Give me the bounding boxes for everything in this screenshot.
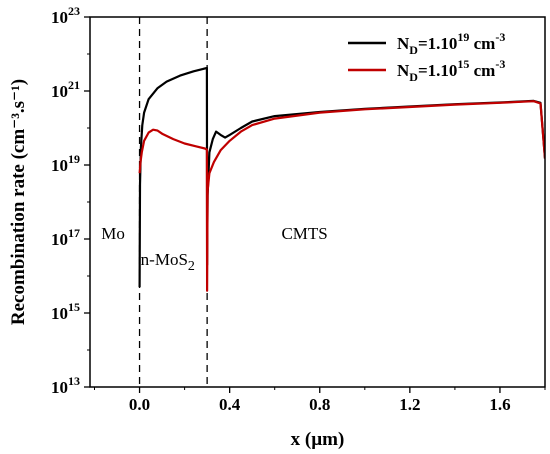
x-tick-label-0: 0.0: [129, 395, 150, 414]
axis-ticks: 0.0 0.4 0.8 1.2 1.6 1013 1015 1017 1019 1021 1023: [51, 4, 546, 414]
x-tick-label-4: 1.6: [489, 395, 510, 414]
x-tick-label-3: 1.2: [399, 395, 420, 414]
y-tick-label-2: 1017: [51, 226, 80, 249]
region-label-2: CMTS: [281, 224, 327, 243]
y-axis-title: Recombination rate (cm⁻³.s⁻¹): [8, 79, 29, 325]
y-tick-label-1: 1015: [51, 300, 80, 323]
legend: ND=1.1019 cm-3ND=1.1015 cm-3: [348, 30, 505, 84]
x-tick-label-1: 0.4: [219, 395, 241, 414]
region-label-1: n-MoS2: [141, 250, 195, 274]
y-tick-label-5: 1023: [51, 4, 80, 27]
series-lines: [138, 66, 545, 292]
series-line-0: [138, 66, 545, 288]
x-axis-title: x (µm): [291, 429, 345, 450]
x-tick-label-2: 0.8: [309, 395, 330, 414]
legend-label-0: ND=1.1019 cm-3: [397, 30, 505, 57]
region-label-0: Mo: [101, 224, 125, 243]
y-tick-label-4: 1021: [51, 78, 80, 101]
y-tick-label-3: 1019: [51, 152, 80, 175]
legend-label-1: ND=1.1015 cm-3: [397, 57, 505, 84]
region-labels: Mo n-MoS2 CMTS: [101, 224, 327, 274]
series-line-1: [138, 100, 545, 292]
y-tick-label-0: 1013: [51, 374, 80, 397]
interface-lines: [138, 17, 208, 387]
